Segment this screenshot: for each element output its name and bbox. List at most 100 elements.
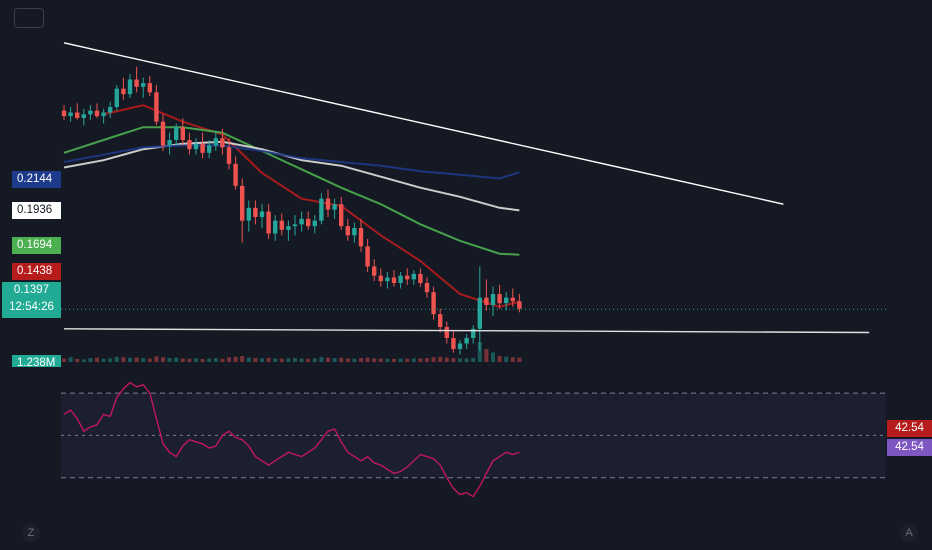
volume-bar [497, 355, 502, 362]
volume-bar [62, 358, 66, 362]
candle-body [240, 185, 245, 221]
volume-bar [378, 358, 383, 362]
candle-body [517, 301, 522, 309]
candle-body [127, 79, 133, 95]
volume-bar [279, 358, 284, 362]
volume-bar [444, 357, 449, 362]
candle-countdown: 12:54:26 [9, 301, 54, 313]
candle-body [365, 246, 370, 267]
volume-bar [207, 358, 212, 362]
volume-bar [326, 357, 330, 362]
volume-bar [121, 357, 126, 362]
volume-bar [312, 358, 317, 362]
volume-bar [352, 358, 357, 362]
candle-body [319, 198, 324, 221]
candle-body [345, 226, 350, 236]
candle-body [273, 220, 278, 234]
volume-bar [147, 358, 152, 362]
candle-body [497, 294, 502, 304]
volume-bar [339, 357, 344, 362]
candle-body [378, 275, 383, 282]
volume-bar [299, 358, 304, 362]
volume-bar [68, 357, 73, 362]
candle-body [207, 145, 212, 153]
candle-body [292, 224, 298, 227]
volume-bar [95, 357, 99, 362]
candle-body [457, 343, 463, 349]
candle-body [266, 211, 271, 234]
volume-label: 1.238M [12, 355, 61, 367]
candle-body [94, 110, 100, 117]
candle-body [75, 112, 80, 118]
volume-bar [266, 357, 271, 362]
volume-bar [240, 355, 245, 362]
last-price-label: 0.1397 12:54:26 [2, 282, 61, 318]
volume-bar [451, 358, 456, 362]
candle-body [174, 127, 179, 140]
candle-body [61, 110, 67, 117]
volume-bar [345, 358, 350, 362]
zoom-toggle-icon[interactable]: Z [22, 524, 40, 542]
volume-bar [213, 358, 218, 362]
candle-body [220, 138, 225, 148]
ma-blue-price-label: 0.2144 [12, 171, 61, 188]
candle-body [504, 297, 509, 304]
volume-bar [200, 358, 205, 362]
candle-body [167, 140, 172, 146]
ma-red-price-label: 0.1438 [12, 263, 61, 280]
candle-body [490, 294, 496, 305]
volume-bar [425, 358, 429, 362]
candle-body [246, 207, 251, 221]
chart-menu-button[interactable] [14, 8, 44, 28]
candle-body [431, 292, 436, 315]
volume-bar [372, 358, 377, 362]
moving-average-line [63, 144, 520, 180]
candle-body [464, 338, 469, 344]
candle-body [226, 147, 232, 164]
candle-body [286, 226, 291, 230]
volume-bar [273, 358, 278, 362]
volume-bar [101, 358, 106, 362]
candle-body [200, 143, 205, 153]
ma-white-price-label: 0.1936 [12, 202, 61, 219]
candle-body [121, 88, 126, 95]
candle-body [141, 83, 146, 87]
volume-bar [194, 358, 198, 362]
descending-trendline [63, 42, 784, 205]
volume-bar [253, 358, 258, 362]
volume-bar [359, 358, 363, 362]
volume-bar [477, 342, 482, 362]
volume-bar [141, 358, 146, 362]
last-price-value: 0.1397 [13, 284, 50, 296]
candle-body [279, 220, 284, 230]
candle-body [259, 211, 265, 217]
candle-body [372, 266, 377, 276]
volume-bar [517, 357, 522, 362]
moving-average-line [63, 126, 520, 256]
volume-bar [405, 358, 410, 362]
candle-body [81, 114, 86, 118]
volume-bar [286, 358, 291, 362]
volume-bar [510, 357, 515, 362]
auto-scale-icon[interactable]: A [900, 524, 918, 542]
volume-bar [319, 357, 324, 362]
candle-body [438, 314, 443, 327]
moving-average-line [103, 104, 520, 308]
volume-bar [187, 358, 192, 362]
candle-body [418, 273, 423, 283]
volume-bar [154, 356, 159, 362]
ma-green-price-label: 0.1694 [12, 237, 61, 254]
candle-body [391, 277, 397, 283]
volume-bar [504, 356, 509, 362]
volume-bar [88, 358, 93, 362]
volume-bar [431, 357, 436, 362]
volume-bar [81, 359, 86, 362]
candle-body [213, 138, 218, 146]
volume-bar [134, 357, 139, 362]
volume-bar [114, 356, 119, 362]
support-line [63, 328, 870, 334]
candle-body [147, 83, 152, 93]
volume-bar [174, 357, 179, 362]
candle-body [424, 283, 430, 293]
candle-body [299, 218, 304, 225]
